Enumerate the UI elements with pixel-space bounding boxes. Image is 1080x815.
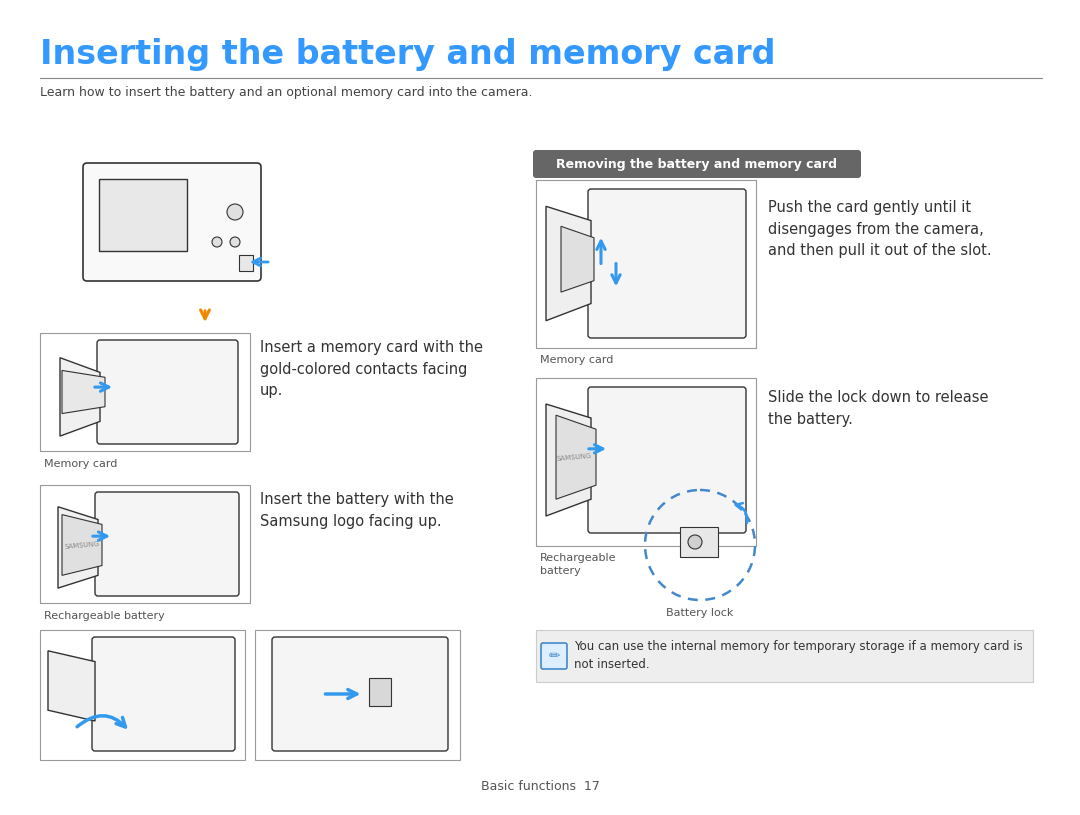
FancyBboxPatch shape — [588, 189, 746, 338]
FancyBboxPatch shape — [97, 340, 238, 444]
Text: Removing the battery and memory card: Removing the battery and memory card — [556, 158, 837, 171]
FancyBboxPatch shape — [272, 637, 448, 751]
Circle shape — [212, 237, 222, 247]
Bar — [99, 179, 188, 250]
Bar — [40, 333, 249, 451]
Circle shape — [688, 535, 702, 549]
Text: Basic functions  17: Basic functions 17 — [481, 780, 599, 793]
Bar — [255, 630, 460, 760]
Bar — [368, 678, 391, 706]
Bar — [536, 630, 1032, 682]
Polygon shape — [62, 371, 105, 413]
FancyBboxPatch shape — [534, 150, 861, 178]
Text: Slide the lock down to release
the battery.: Slide the lock down to release the batte… — [768, 390, 988, 426]
Text: Inserting the battery and memory card: Inserting the battery and memory card — [40, 38, 775, 71]
Text: Rechargeable
battery: Rechargeable battery — [540, 553, 617, 576]
Polygon shape — [556, 415, 596, 500]
Text: Rechargeable battery: Rechargeable battery — [44, 611, 165, 621]
Polygon shape — [60, 358, 100, 436]
Text: Learn how to insert the battery and an optional memory card into the camera.: Learn how to insert the battery and an o… — [40, 86, 532, 99]
Text: Memory card: Memory card — [540, 355, 613, 365]
Bar — [536, 378, 756, 546]
Polygon shape — [48, 651, 95, 721]
Text: Insert the battery with the
Samsung logo facing up.: Insert the battery with the Samsung logo… — [260, 492, 454, 529]
Circle shape — [230, 237, 240, 247]
Text: Battery lock: Battery lock — [666, 608, 733, 618]
Polygon shape — [62, 514, 102, 575]
FancyBboxPatch shape — [588, 387, 746, 533]
Polygon shape — [546, 404, 591, 516]
Bar — [536, 180, 756, 348]
Bar — [40, 630, 245, 760]
Text: You can use the internal memory for temporary storage if a memory card is
not in: You can use the internal memory for temp… — [573, 640, 1023, 671]
Text: Insert a memory card with the
gold-colored contacts facing
up.: Insert a memory card with the gold-color… — [260, 340, 483, 399]
Polygon shape — [546, 206, 591, 320]
Polygon shape — [58, 507, 98, 588]
FancyBboxPatch shape — [83, 163, 261, 281]
Circle shape — [227, 204, 243, 220]
Text: SAMSUNG: SAMSUNG — [64, 541, 99, 550]
Polygon shape — [561, 227, 594, 292]
FancyBboxPatch shape — [541, 643, 567, 669]
Bar — [239, 255, 253, 271]
Text: Push the card gently until it
disengages from the camera,
and then pull it out o: Push the card gently until it disengages… — [768, 200, 991, 258]
Text: SAMSUNG: SAMSUNG — [556, 452, 592, 462]
Bar — [680, 527, 718, 557]
Bar — [40, 485, 249, 603]
FancyBboxPatch shape — [92, 637, 235, 751]
FancyBboxPatch shape — [95, 492, 239, 596]
Text: ✏: ✏ — [549, 649, 559, 663]
Text: Memory card: Memory card — [44, 459, 118, 469]
